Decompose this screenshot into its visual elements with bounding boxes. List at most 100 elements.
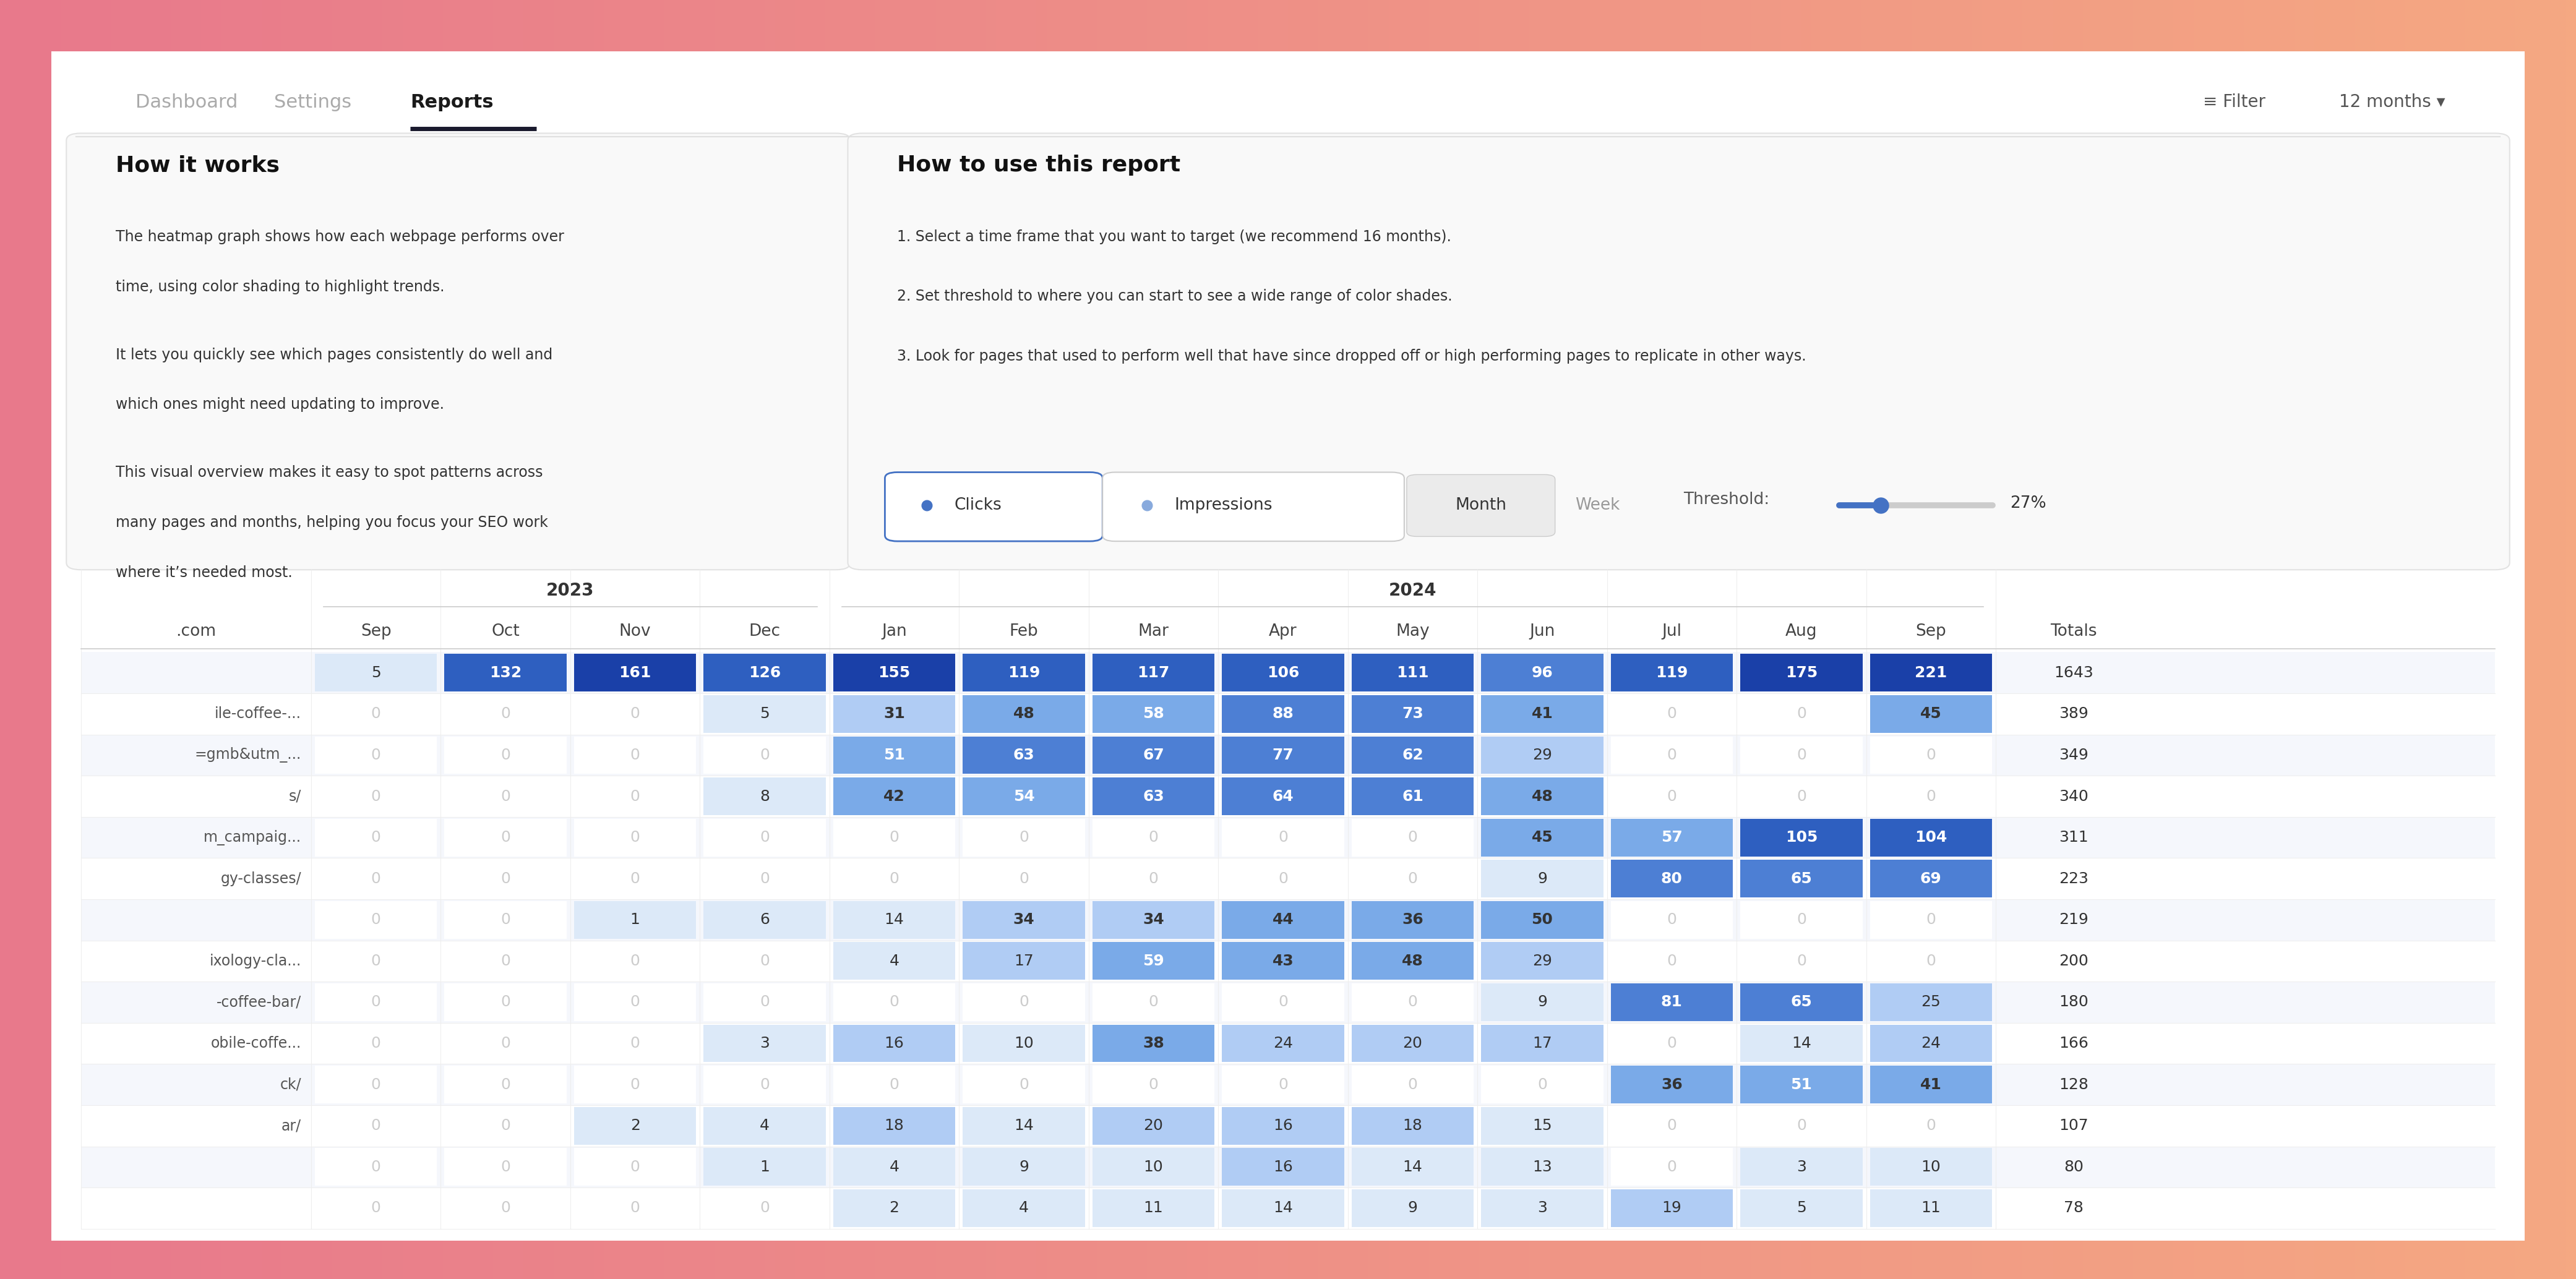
Text: .com: .com xyxy=(175,623,216,640)
FancyBboxPatch shape xyxy=(67,133,850,569)
Bar xyxy=(963,778,1084,815)
Bar xyxy=(832,737,956,774)
Text: 0: 0 xyxy=(371,995,381,1009)
Bar xyxy=(82,1146,2494,1187)
Text: 0: 0 xyxy=(1406,995,1417,1009)
Text: Feb: Feb xyxy=(1010,623,1038,640)
Text: 63: 63 xyxy=(1012,748,1036,762)
Bar xyxy=(1092,900,1213,939)
Text: 1643: 1643 xyxy=(2053,665,2094,680)
Bar xyxy=(1092,654,1213,692)
Text: 0: 0 xyxy=(1795,954,1806,968)
Bar xyxy=(1610,1189,1734,1227)
Text: 200: 200 xyxy=(2058,954,2089,968)
Text: 67: 67 xyxy=(1144,748,1164,762)
Text: 45: 45 xyxy=(1919,706,1942,721)
Text: 175: 175 xyxy=(1785,665,1819,680)
Text: 14: 14 xyxy=(1273,1201,1293,1215)
Text: 64: 64 xyxy=(1273,789,1293,803)
Bar xyxy=(1870,859,1991,898)
Text: 0: 0 xyxy=(1927,1118,1937,1133)
Bar xyxy=(574,1024,696,1062)
Bar xyxy=(1870,1189,1991,1227)
Text: 0: 0 xyxy=(631,871,639,886)
Text: 161: 161 xyxy=(618,665,652,680)
Bar xyxy=(1092,1106,1213,1145)
Bar xyxy=(703,943,827,980)
Text: 0: 0 xyxy=(1278,871,1288,886)
Text: 0: 0 xyxy=(500,1036,510,1051)
Bar xyxy=(832,1024,956,1062)
Bar xyxy=(1870,778,1991,815)
Bar xyxy=(963,654,1084,692)
Text: 5: 5 xyxy=(760,706,770,721)
Text: 0: 0 xyxy=(371,789,381,803)
Bar xyxy=(963,694,1084,733)
Text: 0: 0 xyxy=(889,871,899,886)
Text: Sep: Sep xyxy=(1917,623,1947,640)
Bar xyxy=(1610,1024,1734,1062)
Text: 0: 0 xyxy=(1406,871,1417,886)
Text: Mar: Mar xyxy=(1139,623,1170,640)
Bar xyxy=(703,900,827,939)
Text: 0: 0 xyxy=(1538,1077,1548,1092)
Bar xyxy=(1481,694,1602,733)
Bar xyxy=(1221,1106,1345,1145)
Bar xyxy=(82,981,2494,1023)
Bar xyxy=(82,1187,2494,1229)
Text: 128: 128 xyxy=(2058,1077,2089,1092)
Bar xyxy=(1870,900,1991,939)
Bar xyxy=(1092,943,1213,980)
Bar xyxy=(1610,900,1734,939)
Bar xyxy=(703,1024,827,1062)
Text: The heatmap graph shows how each webpage performs over: The heatmap graph shows how each webpage… xyxy=(116,229,564,244)
Text: 0: 0 xyxy=(1927,789,1937,803)
Text: This visual overview makes it easy to spot patterns across: This visual overview makes it easy to sp… xyxy=(116,466,544,480)
Bar xyxy=(446,859,567,898)
Text: 16: 16 xyxy=(884,1036,904,1051)
Bar xyxy=(446,694,567,733)
Bar xyxy=(314,984,438,1021)
Bar xyxy=(1610,778,1734,815)
Text: 0: 0 xyxy=(631,1160,639,1174)
Bar xyxy=(963,1106,1084,1145)
Bar xyxy=(574,1065,696,1104)
Bar xyxy=(1870,819,1991,856)
Text: 0: 0 xyxy=(631,706,639,721)
Bar xyxy=(1481,778,1602,815)
Bar xyxy=(1870,1024,1991,1062)
Bar xyxy=(1610,984,1734,1021)
Bar xyxy=(446,654,567,692)
Text: 0: 0 xyxy=(371,1077,381,1092)
Text: 0: 0 xyxy=(371,1036,381,1051)
Text: 80: 80 xyxy=(1662,871,1682,886)
Text: 13: 13 xyxy=(1533,1160,1553,1174)
Text: 0: 0 xyxy=(371,1118,381,1133)
Text: 0: 0 xyxy=(371,748,381,762)
Text: 4: 4 xyxy=(760,1118,770,1133)
Text: 3: 3 xyxy=(1795,1160,1806,1174)
Bar xyxy=(703,1065,827,1104)
Bar xyxy=(1092,1189,1213,1227)
Text: 62: 62 xyxy=(1401,748,1425,762)
Bar xyxy=(574,819,696,856)
Bar xyxy=(1352,1149,1473,1186)
Text: 14: 14 xyxy=(1015,1118,1033,1133)
Bar xyxy=(1870,1065,1991,1104)
Bar xyxy=(1481,1149,1602,1186)
Text: May: May xyxy=(1396,623,1430,640)
FancyBboxPatch shape xyxy=(39,45,2537,1247)
Text: 2. Set threshold to where you can start to see a wide range of color shades.: 2. Set threshold to where you can start … xyxy=(896,289,1453,304)
Text: 0: 0 xyxy=(500,789,510,803)
Bar xyxy=(82,940,2494,981)
Bar xyxy=(703,1189,827,1227)
Text: Month: Month xyxy=(1455,498,1507,514)
Bar xyxy=(314,778,438,815)
Bar xyxy=(314,1024,438,1062)
Text: 0: 0 xyxy=(1667,789,1677,803)
Bar xyxy=(1741,1024,1862,1062)
Bar xyxy=(1741,819,1862,856)
Text: 1: 1 xyxy=(631,912,639,927)
Text: 0: 0 xyxy=(1795,1118,1806,1133)
Text: Oct: Oct xyxy=(492,623,520,640)
